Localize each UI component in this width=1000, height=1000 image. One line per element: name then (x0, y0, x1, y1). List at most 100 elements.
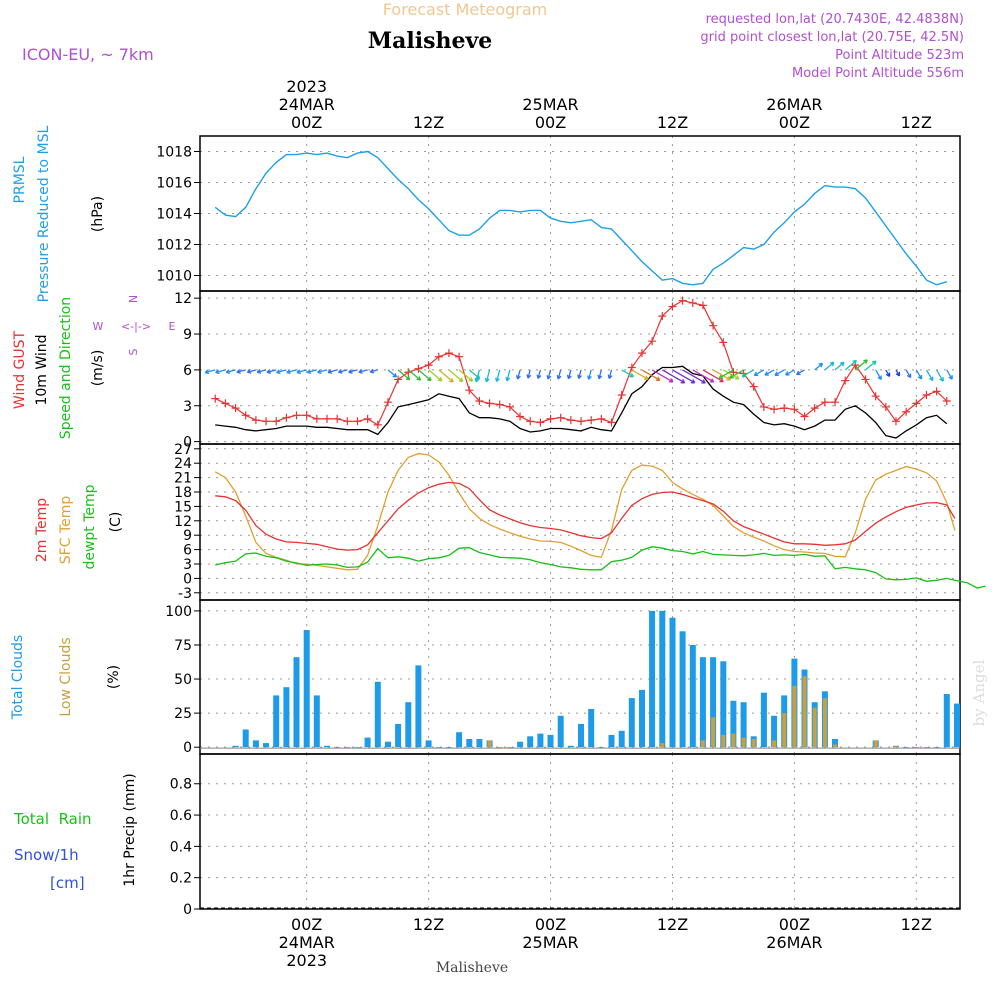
gust-marker-35 (566, 416, 575, 425)
ytick-label-4: 9 (183, 528, 192, 544)
gust-marker-0 (211, 394, 220, 403)
wind-arrow-19 (495, 369, 501, 383)
total-cloud-bar-64 (923, 747, 930, 748)
ytick-label-9: 24 (174, 456, 192, 472)
compass-cross: <-|-> (121, 320, 151, 333)
ytick-label-2: 3 (183, 557, 192, 573)
low-cloud-bar-0 (487, 740, 492, 748)
top-time-label-4-1: 00Z (779, 113, 810, 132)
gust-marker-69 (912, 399, 921, 408)
prmsl-unit-label: (hPa) (90, 196, 106, 232)
sfc-temp-label: SFC Temp (58, 496, 74, 565)
ytick-label-1: 1012 (156, 238, 192, 254)
wind-arrow-56 (875, 369, 882, 381)
gust-marker-61 (831, 398, 840, 407)
low-cloud-bar-11 (802, 676, 807, 748)
low-cloud-bar-2 (700, 740, 705, 748)
gust-marker-62 (841, 376, 850, 385)
low-cloud-bar-15 (873, 740, 878, 748)
gust-marker-71 (932, 387, 941, 396)
low-cloud-bar-5 (731, 733, 736, 748)
low-cloud-bar-12 (812, 707, 817, 748)
bottom-time-label-2-0: 00Z (535, 915, 566, 934)
ytick-label-3: 1016 (156, 176, 192, 192)
gust-marker-36 (577, 417, 586, 426)
total-cloud-bar-46 (699, 657, 706, 748)
wind-arrow-50 (814, 362, 824, 371)
wind-arrow-47 (774, 369, 785, 376)
low-cloud-bar-4 (721, 734, 726, 748)
wind-arrow-37 (682, 369, 706, 384)
ytick-label-0: 0 (183, 740, 192, 756)
total-cloud-bar-45 (689, 645, 696, 748)
gust-marker-4 (251, 416, 260, 425)
gust-marker-5 (262, 417, 271, 426)
compass-n: N (127, 295, 140, 303)
top-time-label-5-0: 12Z (901, 113, 932, 132)
total-cloud-bar-40 (639, 689, 645, 748)
bottom-time-label-4-0: 00Z (779, 915, 810, 934)
top-time-label-0-2: 00Z (291, 113, 322, 132)
wind-arrow-52 (834, 361, 845, 371)
wind-arrow-32 (631, 369, 649, 380)
gust-marker-2 (231, 404, 240, 413)
ytick-label-0: 1010 (156, 269, 192, 285)
total-cloud-bar-23 (466, 739, 473, 748)
total-cloud-bar-38 (618, 730, 625, 748)
gust-marker-32 (536, 418, 545, 427)
top-time-label-0-1: 24MAR (279, 95, 335, 114)
gust-marker-3 (241, 411, 250, 420)
low-cloud-bar-6 (741, 737, 746, 748)
wind-arrow-45 (753, 369, 765, 377)
ytick-label-3: 6 (183, 543, 192, 559)
gust-marker-42 (637, 349, 646, 358)
gust-marker-51 (729, 368, 738, 377)
gust-marker-11 (323, 414, 332, 423)
total-cloud-bar-33 (567, 745, 574, 748)
total-cloud-bar-50 (740, 702, 747, 748)
low-clouds-label: Low Clouds (58, 637, 74, 716)
gust-marker-1 (221, 399, 230, 408)
gust-marker-46 (678, 296, 687, 305)
wind-arrow-27 (577, 369, 582, 379)
requested-coords: requested lon,lat (20.7430E, 42.4838N) (706, 12, 964, 27)
wind-arrow-29 (597, 369, 603, 380)
total-cloud-bar-49 (730, 700, 737, 748)
total-cloud-bar-39 (628, 698, 635, 748)
ytick-label-0: -3 (178, 586, 192, 602)
gust-marker-20 (414, 364, 423, 373)
gust-marker-9 (302, 411, 311, 420)
gust-marker-53 (749, 382, 758, 391)
gust-marker-64 (861, 375, 870, 384)
total-cloud-bar-27 (506, 747, 513, 748)
wind-arrow--4 (256, 369, 267, 374)
wind-arrow-46 (764, 369, 775, 376)
wind-arrow-14 (448, 369, 464, 383)
wind-arrow-44 (741, 369, 755, 378)
gust-marker-44 (658, 312, 667, 321)
top-time-label-2-1: 00Z (535, 113, 566, 132)
wind-arrow-31 (621, 369, 635, 378)
gust-marker-21 (424, 361, 433, 370)
prmsl-desc-label: Pressure Reduced to MSL (36, 125, 52, 302)
gust-marker-68 (902, 407, 911, 416)
dewpt-label: dewpt Temp (82, 484, 98, 569)
wind-unit-label: (m/s) (90, 350, 106, 387)
wind-arrow-24 (546, 369, 552, 380)
total-cloud-bar-31 (547, 734, 554, 748)
wind-arrow-13 (438, 369, 454, 383)
location-title: Malisheve (368, 28, 492, 54)
bottom-time-label-5-0: 12Z (901, 915, 932, 934)
ytick-label-6: 15 (174, 499, 192, 515)
gust-marker-23 (444, 349, 453, 358)
ytick-label-2: 1014 (156, 207, 192, 223)
wind-arrow-39 (702, 369, 724, 383)
total-cloud-bar-34 (578, 724, 584, 748)
wind-arrow-9 (397, 369, 411, 381)
total-cloud-bar-9 (324, 745, 330, 748)
total-cloud-bar-52 (760, 692, 767, 748)
total-cloud-bar-20 (435, 747, 442, 748)
dewpt-line (215, 546, 986, 589)
gust-marker-59 (810, 404, 819, 413)
